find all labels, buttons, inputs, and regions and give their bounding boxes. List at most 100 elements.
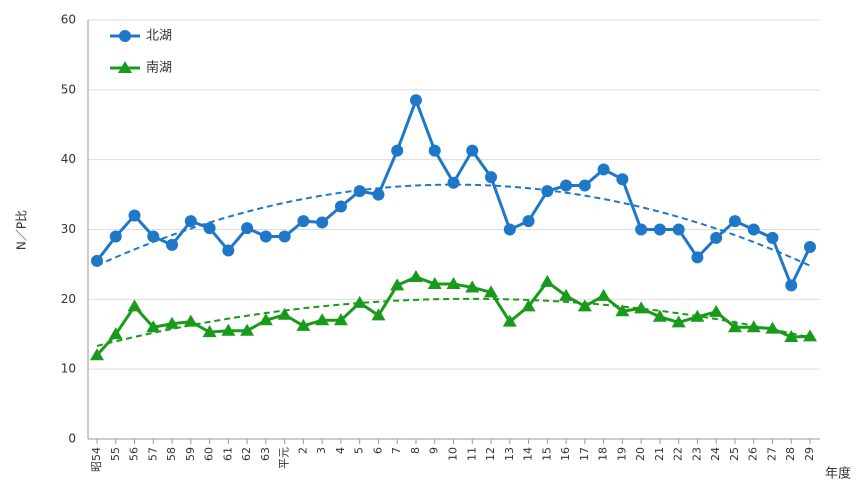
point	[727, 320, 742, 333]
point	[184, 215, 197, 228]
point	[278, 230, 291, 243]
point	[221, 323, 236, 336]
x-tick-label: 55	[109, 447, 122, 461]
y-tick-label: 10	[61, 362, 76, 376]
point	[109, 230, 122, 243]
point	[785, 279, 798, 292]
point	[352, 295, 367, 308]
point	[521, 299, 536, 312]
x-tick-label: 11	[465, 447, 478, 461]
x-tick-label: 63	[259, 447, 272, 461]
point	[803, 329, 817, 342]
x-tick-label: 22	[672, 447, 685, 461]
point	[804, 240, 816, 253]
point	[202, 325, 217, 338]
x-tick-label: 3	[315, 447, 328, 454]
point	[522, 215, 535, 228]
x-tick-label: 26	[747, 447, 760, 461]
x-tick-label: 8	[409, 447, 422, 454]
x-tick-label: 6	[371, 447, 384, 454]
x-tick-label: 28	[784, 447, 797, 461]
point	[484, 285, 499, 298]
x-tick-label: 平元	[278, 447, 291, 469]
point	[146, 320, 161, 333]
y-tick-label: 30	[61, 222, 76, 236]
x-tick-label: 58	[165, 447, 178, 461]
point	[259, 230, 272, 243]
point	[90, 348, 104, 361]
x-tick-label: 62	[240, 447, 253, 461]
point	[635, 223, 648, 236]
point	[277, 307, 292, 320]
point	[746, 320, 761, 333]
point	[671, 315, 686, 328]
point	[371, 308, 386, 321]
point	[91, 254, 103, 267]
point	[391, 144, 404, 157]
point	[447, 176, 460, 189]
point	[485, 171, 498, 184]
point	[765, 321, 780, 334]
trend-line	[96, 297, 811, 347]
point	[296, 318, 311, 331]
point	[409, 94, 422, 107]
point	[578, 179, 591, 192]
y-tick-label: 50	[61, 82, 76, 96]
x-tick-label: 18	[597, 447, 610, 461]
point	[428, 144, 441, 157]
point	[240, 323, 255, 336]
x-tick-label: 15	[540, 447, 553, 461]
y-axis-label: N／P比	[15, 210, 29, 250]
point	[203, 222, 216, 235]
point	[747, 223, 760, 236]
x-tick-label: 10	[447, 447, 460, 461]
x-tick-label: 23	[690, 447, 703, 461]
point	[108, 327, 123, 340]
point	[728, 215, 741, 228]
x-tick-label: 昭54	[90, 447, 103, 472]
point	[672, 223, 685, 236]
point	[258, 313, 273, 326]
point	[502, 314, 517, 327]
point	[408, 269, 423, 282]
point	[691, 251, 704, 264]
point	[690, 309, 705, 322]
point	[165, 316, 180, 329]
point	[315, 313, 330, 326]
point	[653, 223, 666, 236]
x-tick-label: 14	[522, 447, 535, 461]
y-tick-label: 60	[61, 13, 76, 27]
x-tick-label: 2	[296, 447, 309, 454]
point	[710, 231, 723, 244]
x-tick-label: 16	[559, 447, 572, 461]
point	[390, 278, 405, 291]
point	[466, 144, 479, 157]
x-tick-label: 19	[615, 447, 628, 461]
legend-marker	[118, 61, 132, 73]
y-tick-label: 0	[68, 432, 76, 446]
x-tick-label: 57	[146, 447, 159, 461]
point	[577, 299, 592, 312]
point	[615, 304, 630, 317]
point	[297, 215, 310, 228]
point	[560, 179, 573, 192]
point	[334, 200, 347, 213]
x-tick-label: 27	[765, 447, 778, 461]
x-tick-label: 25	[728, 447, 741, 461]
point	[616, 173, 629, 186]
point	[596, 288, 611, 301]
point	[634, 301, 649, 314]
point	[222, 244, 235, 257]
point	[446, 276, 461, 289]
legend-marker	[119, 30, 131, 42]
y-tick-label: 20	[61, 292, 76, 306]
point	[652, 309, 667, 322]
point	[241, 222, 254, 235]
x-tick-label: 9	[428, 447, 441, 454]
point	[465, 280, 480, 293]
x-tick-label: 20	[634, 447, 647, 461]
y-tick-label: 40	[61, 152, 76, 166]
point	[372, 188, 385, 201]
point	[503, 223, 516, 236]
